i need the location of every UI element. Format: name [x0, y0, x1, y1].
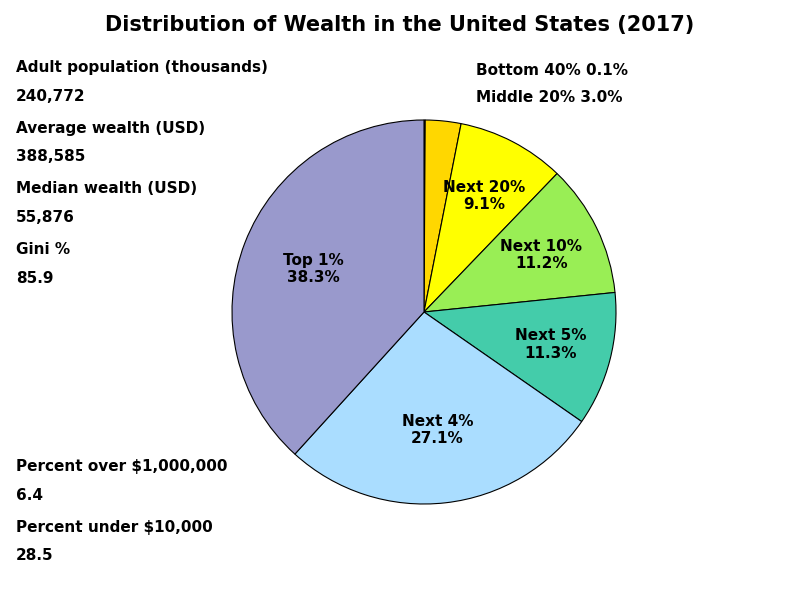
Text: Top 1%
38.3%: Top 1% 38.3% [282, 253, 343, 285]
Text: Next 20%
9.1%: Next 20% 9.1% [443, 180, 526, 212]
Text: Percent over $1,000,000: Percent over $1,000,000 [16, 459, 227, 474]
Text: Distribution of Wealth in the United States (2017): Distribution of Wealth in the United Sta… [106, 15, 694, 35]
Text: Average wealth (USD): Average wealth (USD) [16, 121, 205, 136]
Wedge shape [424, 120, 461, 312]
Text: 28.5: 28.5 [16, 548, 54, 563]
Wedge shape [232, 120, 424, 454]
Wedge shape [424, 124, 557, 312]
Text: Next 10%
11.2%: Next 10% 11.2% [500, 239, 582, 271]
Wedge shape [424, 292, 616, 422]
Text: 388,585: 388,585 [16, 149, 86, 164]
Text: Percent under $10,000: Percent under $10,000 [16, 520, 213, 535]
Wedge shape [424, 173, 615, 312]
Wedge shape [424, 120, 426, 312]
Text: 240,772: 240,772 [16, 89, 86, 104]
Text: 6.4: 6.4 [16, 488, 43, 503]
Text: Adult population (thousands): Adult population (thousands) [16, 60, 268, 75]
Text: 85.9: 85.9 [16, 271, 54, 286]
Text: Median wealth (USD): Median wealth (USD) [16, 181, 197, 196]
Text: 55,876: 55,876 [16, 210, 75, 225]
Text: Next 4%
27.1%: Next 4% 27.1% [402, 414, 473, 446]
Wedge shape [295, 312, 582, 504]
Text: Gini %: Gini % [16, 242, 70, 257]
Text: Middle 20% 3.0%: Middle 20% 3.0% [476, 90, 622, 105]
Text: Next 5%
11.3%: Next 5% 11.3% [514, 328, 586, 361]
Text: Bottom 40% 0.1%: Bottom 40% 0.1% [476, 63, 628, 78]
